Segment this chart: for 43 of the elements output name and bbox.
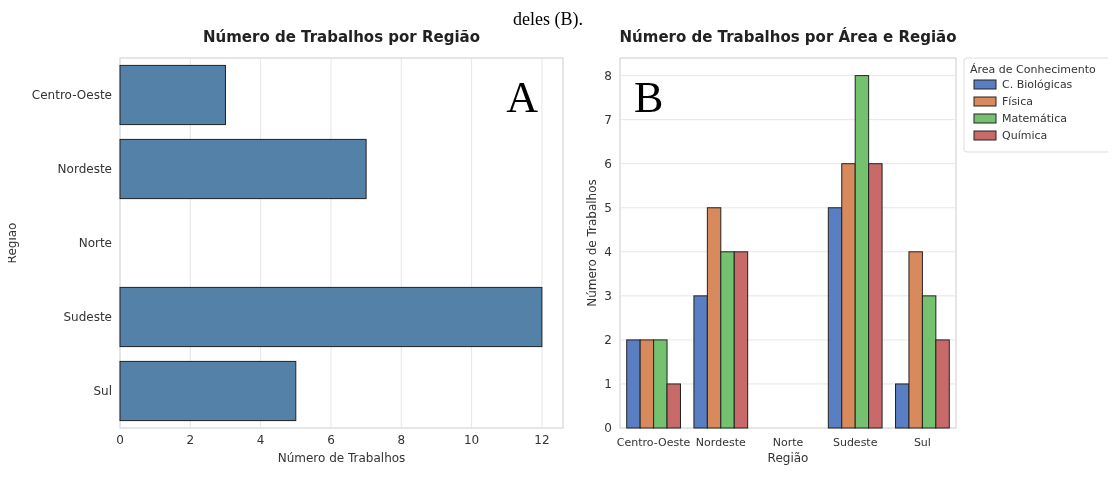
y-tick-label: 8 (604, 68, 612, 83)
y-tick-label: 3 (604, 288, 612, 303)
x-tick-label: Centro-Oeste (616, 436, 691, 449)
x-tick-label: Nordeste (695, 436, 746, 449)
x-tick-label: Sudeste (832, 436, 878, 449)
annotation: A (506, 73, 539, 122)
text: deles (B). (513, 9, 583, 30)
y-axis-title: Número de Trabalhos (585, 179, 599, 307)
x-tick-label: 8 (397, 433, 406, 447)
y-tick-label: Centro-Oeste (31, 88, 112, 102)
y-tick-label: Norte (78, 236, 112, 250)
legend-label: C. Biológicas (1002, 78, 1073, 91)
x-axis-title: Região (767, 451, 809, 465)
y-tick-label: 1 (604, 376, 612, 391)
x-tick-label: 12 (534, 433, 550, 447)
x-axis-title: Número de Trabalhos (277, 451, 406, 465)
bar (119, 138, 367, 200)
x-tick-label: 2 (186, 433, 195, 447)
bar (119, 64, 226, 126)
legend-title: Área de Conhecimento (970, 63, 1097, 76)
bar (119, 286, 543, 348)
legend-label: Química (1002, 129, 1048, 142)
annotation: B (634, 73, 664, 122)
chart-title: Número de Trabalhos por Região (202, 28, 481, 46)
y-tick-label: 0 (604, 421, 612, 435)
legend-label: Matemática (1002, 112, 1067, 125)
x-tick-label: 6 (327, 433, 335, 447)
legend-label: Física (1002, 95, 1033, 108)
y-tick-label: 5 (604, 200, 612, 215)
y-tick-label: 2 (604, 332, 612, 347)
x-tick-label: 4 (256, 433, 265, 447)
y-tick-label: 4 (604, 244, 612, 259)
x-tick-label: Norte (772, 436, 804, 449)
x-tick-label: Sul (913, 436, 931, 449)
y-tick-label: Sudeste (63, 310, 112, 324)
chart-title: Número de Trabalhos por Área e Região (619, 27, 957, 46)
x-tick-label: 0 (116, 433, 124, 447)
bar (119, 360, 297, 422)
y-tick-label: Sul (93, 384, 112, 398)
y-tick-label: Nordeste (57, 162, 112, 176)
y-tick-label: 6 (604, 156, 612, 171)
x-tick-label: 10 (463, 433, 480, 447)
y-tick-label: 7 (604, 112, 612, 127)
